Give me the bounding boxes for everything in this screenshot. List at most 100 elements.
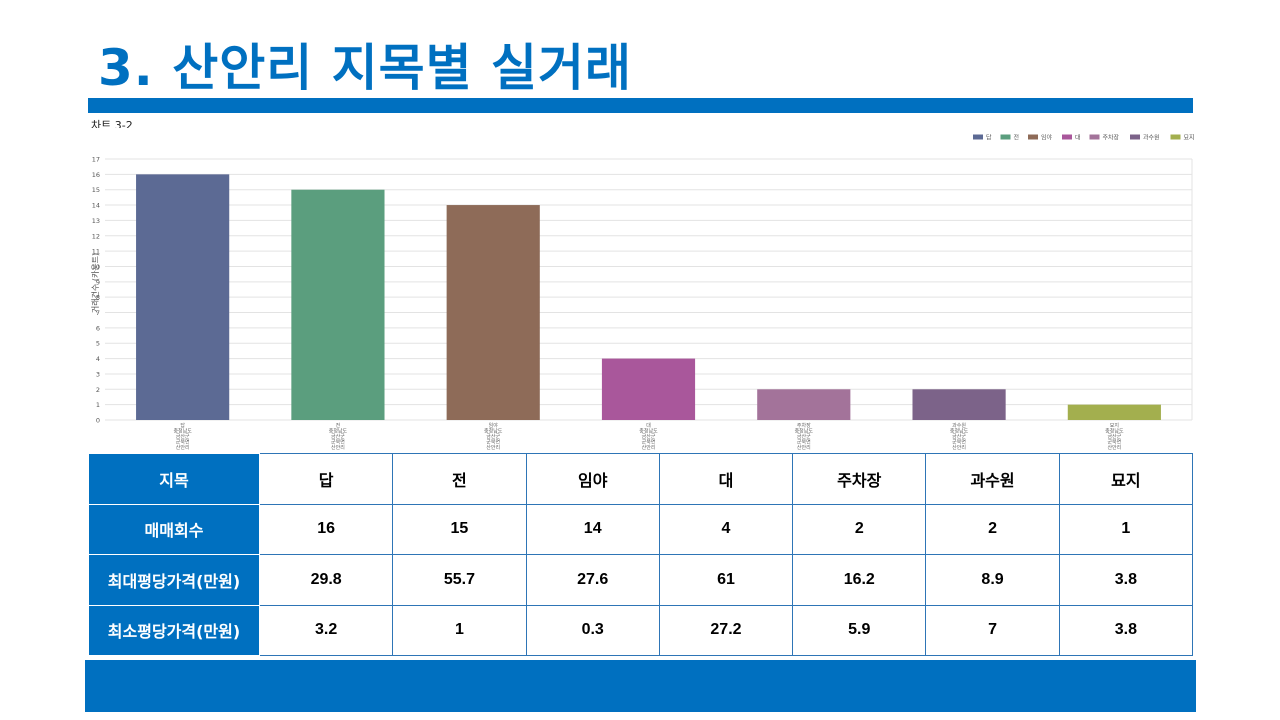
- x-tick-label: 산안리: [797, 444, 811, 450]
- y-tick-label: 15: [92, 186, 100, 194]
- chart-bars: [136, 174, 1161, 420]
- x-tick-label: 묘지: [1110, 422, 1119, 429]
- title-underline-bar: [88, 98, 1193, 113]
- x-tick-label: 답: [180, 422, 185, 429]
- table-cell: 답: [258, 453, 394, 505]
- table-cell: 27.2: [658, 604, 794, 656]
- legend-swatch: [1089, 134, 1100, 140]
- legend-swatch: [1062, 134, 1072, 140]
- table-cell: 묘지: [1058, 453, 1194, 505]
- table-cell: 55.7: [392, 554, 527, 606]
- row-header-min-price: 최소평당가격(만원): [88, 604, 260, 656]
- bar-3: [446, 205, 540, 420]
- legend-label: 대: [1075, 134, 1081, 142]
- table-cell: 1: [1058, 503, 1194, 555]
- bar-5: [757, 389, 851, 420]
- legend-swatch: [1000, 134, 1011, 140]
- y-tick-label: 0: [96, 417, 100, 425]
- table-cell: 27.6: [525, 554, 660, 606]
- y-tick-label: 14: [92, 202, 100, 210]
- page-title: 3. 산안리 지목별 실거래: [98, 39, 633, 97]
- x-tick-label: 충청남도: [329, 428, 348, 435]
- y-tick-label: 13: [92, 217, 100, 225]
- table-cell: 3.8: [1058, 604, 1194, 656]
- table-cell: 1: [392, 604, 527, 656]
- x-tick-label: 충청남도: [795, 428, 814, 435]
- legend-label: 임야: [1041, 134, 1053, 142]
- legend-label: 주차장: [1103, 134, 1120, 142]
- bar-2: [291, 189, 385, 420]
- x-tick-label: 금산군: [642, 433, 656, 440]
- bar-4: [601, 358, 696, 420]
- x-tick-label: 충청남도: [173, 428, 192, 435]
- table-row: 지목 답 전 임야 대 주차장 과수원 묘지: [88, 453, 1194, 505]
- x-tick-label: 군북면: [952, 439, 966, 446]
- y-tick-label: 7: [96, 309, 100, 317]
- y-tick-label: 3: [96, 370, 100, 378]
- x-tick-label: 금산군: [952, 433, 966, 440]
- y-tick-label: 12: [92, 232, 100, 240]
- table-cell: 전: [392, 453, 527, 505]
- table-cell: 29.8: [258, 554, 394, 606]
- y-tick-label: 6: [96, 324, 100, 332]
- land-type-summary-table: 지목 답 전 임야 대 주차장 과수원 묘지 매매회수 16 15 14 4 2…: [88, 453, 1194, 656]
- x-tick-label: 충청남도: [639, 428, 658, 435]
- legend-swatch: [1170, 134, 1181, 140]
- table-row: 최소평당가격(만원) 3.2 1 0.3 27.2 5.9 7 3.8: [88, 604, 1194, 656]
- x-tick-label: 군북면: [486, 439, 500, 446]
- x-tick-label: 금산군: [176, 433, 190, 440]
- table-cell: 16.2: [792, 554, 927, 606]
- table-cell: 15: [392, 503, 527, 555]
- row-header-trade-count: 매매회수: [88, 503, 260, 555]
- chart-legend: 답 전 임야 대 주차장 과수원 묘지: [973, 134, 1194, 142]
- table-cell: 2: [925, 503, 1060, 555]
- y-tick-label: 11: [92, 248, 100, 256]
- y-axis-label: 거래건수 (카운트): [90, 253, 100, 313]
- legend-swatch: [1130, 134, 1140, 140]
- x-tick-label: 산안리: [1107, 444, 1121, 450]
- legend-label: 전: [1014, 134, 1020, 142]
- table-cell: 0.3: [525, 604, 660, 656]
- x-tick-label: 군북면: [331, 439, 345, 446]
- legend-swatch: [973, 134, 983, 140]
- legend-swatch: [1028, 134, 1038, 140]
- x-tick-label: 군북면: [797, 439, 811, 446]
- table-cell: 14: [525, 503, 660, 555]
- table-cell: 과수원: [925, 453, 1060, 505]
- x-tick-label: 금산군: [1107, 433, 1121, 440]
- y-tick-label: 1: [96, 401, 100, 409]
- y-tick-label: 17: [92, 156, 100, 164]
- y-tick-label: 16: [92, 171, 100, 179]
- x-tick-label: 산안리: [176, 444, 190, 450]
- x-tick-label: 금산군: [797, 433, 811, 440]
- table-cell: 3.2: [258, 604, 394, 656]
- x-tick-label: 충청남도: [484, 428, 503, 435]
- x-tick-label: 전: [336, 422, 341, 429]
- table-row: 최대평당가격(만원) 29.8 55.7 27.6 61 16.2 8.9 3.…: [88, 554, 1194, 606]
- table-cell: 주차장: [792, 453, 927, 505]
- x-tick-label: 군북면: [642, 439, 656, 446]
- x-tick-label: 군북면: [176, 439, 190, 446]
- table-cell: 7: [925, 604, 1060, 656]
- table-row: 매매회수 16 15 14 4 2 2 1: [88, 503, 1194, 555]
- x-tick-label: 군북면: [1107, 439, 1121, 446]
- x-tick-label: 임야: [489, 422, 499, 429]
- bar-1: [136, 174, 230, 420]
- x-tick-label: 산안리: [331, 444, 345, 450]
- table-cell: 16: [258, 503, 394, 555]
- legend-label: 묘지: [1184, 134, 1195, 142]
- table-cell: 4: [658, 503, 794, 555]
- y-tick-label: 2: [96, 386, 100, 394]
- y-tick-label: 10: [92, 263, 100, 271]
- x-tick-label: 과수원: [952, 422, 966, 429]
- x-tick-label: 충청남도: [1105, 428, 1124, 435]
- bar-7: [1067, 404, 1161, 420]
- footer-bar: [85, 660, 1196, 712]
- row-header-land-type: 지목: [88, 453, 260, 505]
- table-cell: 61: [658, 554, 794, 606]
- table-cell: 8.9: [925, 554, 1060, 606]
- table-cell: 3.8: [1058, 554, 1194, 606]
- x-tick-label: 산안리: [952, 444, 966, 450]
